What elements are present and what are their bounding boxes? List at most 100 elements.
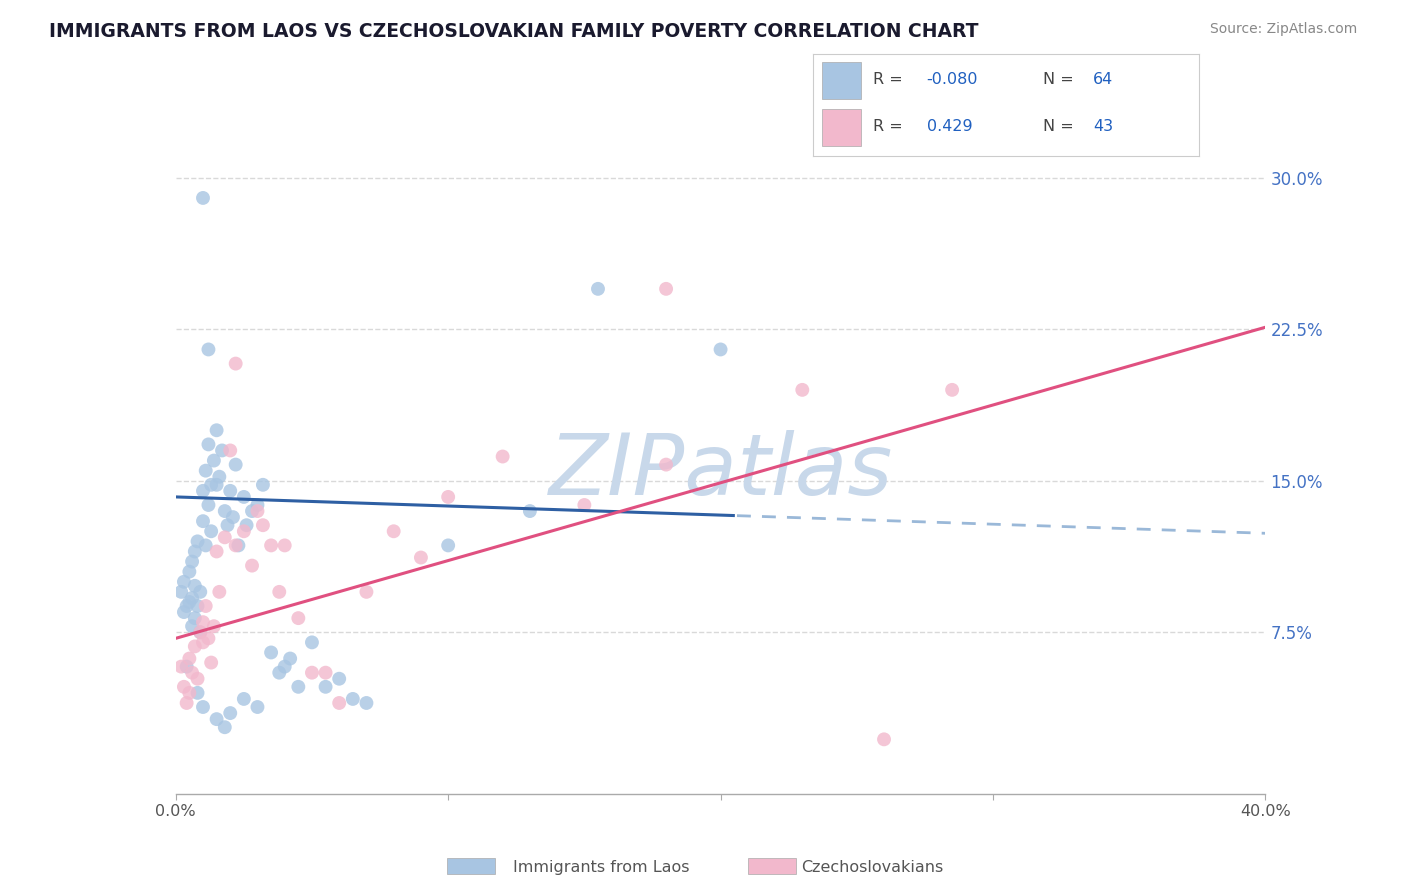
Point	[225, 357, 247, 371]
Point	[197, 437, 219, 451]
Text: R =: R =	[873, 72, 903, 87]
Point	[181, 665, 204, 680]
Point	[176, 599, 198, 613]
Point	[191, 483, 214, 498]
Point	[274, 659, 297, 673]
Point	[252, 518, 274, 533]
Point	[191, 514, 214, 528]
Point	[315, 665, 337, 680]
Point	[191, 700, 214, 714]
Point	[710, 343, 733, 357]
Point	[873, 732, 896, 747]
Point	[232, 524, 254, 539]
Bar	[823, 109, 860, 145]
Point	[252, 478, 274, 492]
Point	[179, 686, 201, 700]
Text: R =: R =	[873, 120, 903, 135]
Point	[492, 450, 515, 464]
Point	[194, 538, 217, 552]
Point	[188, 625, 211, 640]
Point	[315, 680, 337, 694]
Point	[228, 538, 250, 552]
Point	[269, 585, 291, 599]
Point	[200, 524, 222, 539]
Point	[219, 483, 242, 498]
Point	[792, 383, 814, 397]
Text: Czechoslovakians: Czechoslovakians	[801, 860, 943, 874]
Point	[222, 510, 245, 524]
Point	[269, 665, 291, 680]
Point	[586, 282, 609, 296]
Point	[186, 599, 209, 613]
Point	[211, 443, 233, 458]
Point	[173, 605, 195, 619]
Point	[655, 282, 678, 296]
Point	[356, 696, 378, 710]
Point	[181, 555, 204, 569]
Point	[184, 544, 207, 558]
Point	[170, 585, 193, 599]
Point	[181, 619, 204, 633]
Point	[437, 538, 460, 552]
Bar	[447, 858, 495, 874]
Text: 64: 64	[1092, 72, 1114, 87]
Point	[409, 550, 432, 565]
Point	[191, 615, 214, 630]
Point	[941, 383, 963, 397]
Point	[287, 680, 309, 694]
Point	[197, 498, 219, 512]
Point	[173, 574, 195, 589]
Point	[342, 692, 364, 706]
Bar	[748, 858, 796, 874]
Point	[184, 579, 207, 593]
Point	[214, 530, 236, 544]
Point	[287, 611, 309, 625]
Point	[219, 443, 242, 458]
Point	[232, 490, 254, 504]
Point	[232, 692, 254, 706]
Text: Immigrants from Laos: Immigrants from Laos	[513, 860, 690, 874]
Point	[181, 591, 204, 605]
Text: 43: 43	[1092, 120, 1114, 135]
Point	[301, 635, 323, 649]
Point	[186, 534, 209, 549]
Point	[179, 595, 201, 609]
Point	[246, 498, 269, 512]
Point	[176, 659, 198, 673]
Point	[173, 680, 195, 694]
Point	[186, 672, 209, 686]
Point	[205, 478, 228, 492]
Point	[179, 651, 201, 665]
Point	[184, 640, 207, 654]
Point	[246, 700, 269, 714]
Point	[278, 651, 301, 665]
Point	[240, 504, 263, 518]
Point	[519, 504, 541, 518]
Point	[219, 706, 242, 720]
Point	[574, 498, 596, 512]
Point	[200, 478, 222, 492]
Point	[240, 558, 263, 573]
Text: ZIPatlas: ZIPatlas	[548, 430, 893, 513]
Point	[200, 656, 222, 670]
Point	[194, 599, 217, 613]
Point	[655, 458, 678, 472]
Point	[191, 191, 214, 205]
Point	[382, 524, 405, 539]
Point	[205, 544, 228, 558]
Text: N =: N =	[1043, 72, 1073, 87]
Point	[437, 490, 460, 504]
Point	[197, 343, 219, 357]
Text: IMMIGRANTS FROM LAOS VS CZECHOSLOVAKIAN FAMILY POVERTY CORRELATION CHART: IMMIGRANTS FROM LAOS VS CZECHOSLOVAKIAN …	[49, 22, 979, 41]
Point	[179, 565, 201, 579]
Point	[214, 504, 236, 518]
Point	[205, 423, 228, 437]
Point	[208, 469, 231, 483]
Point	[328, 696, 350, 710]
Point	[186, 686, 209, 700]
Text: Source: ZipAtlas.com: Source: ZipAtlas.com	[1209, 22, 1357, 37]
Point	[356, 585, 378, 599]
Point	[260, 645, 283, 659]
Point	[301, 665, 323, 680]
Text: N =: N =	[1043, 120, 1073, 135]
